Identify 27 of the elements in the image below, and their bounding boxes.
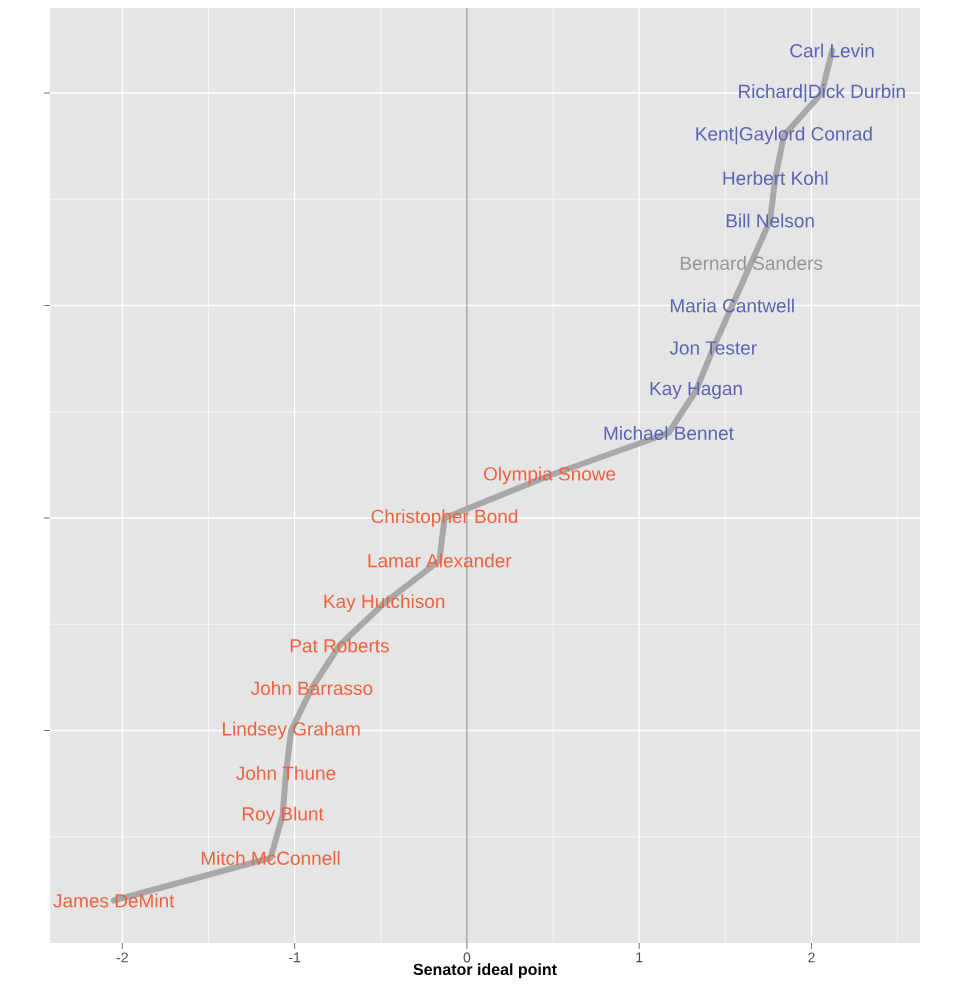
y-tick-label: Maria Cantwell	[670, 298, 794, 313]
y-tick-label: James DeMint	[53, 893, 175, 908]
y-tick-label: Kay Hutchison	[324, 594, 445, 612]
y-tick-label: John Thune	[236, 766, 336, 780]
y-tick-label: Lindsey Graham	[223, 721, 360, 740]
x-tick-label: 1	[636, 952, 643, 963]
y-tick-label: Bernard Sanders	[680, 256, 823, 270]
y-tick-label: Jon Tester	[669, 341, 757, 355]
y-tick-label: Kay Hagan	[650, 382, 742, 400]
y-tick-label: Herbert Kohl	[723, 171, 828, 185]
x-tick-label: -1	[289, 952, 301, 963]
y-tick-label: Michael Bennet	[604, 426, 734, 440]
y-tick-label: Roy Blunt	[242, 806, 324, 825]
y-tick-label: Mitch McConnell	[201, 851, 340, 865]
y-tick-label: Kent|Gaylord Conrad	[696, 126, 872, 145]
x-tick-label: 2	[808, 952, 815, 963]
y-tick-label: Christopher Bond	[371, 509, 518, 527]
x-axis-title: Senator ideal point	[413, 963, 557, 979]
y-tick-label: Bill Nelson	[726, 213, 814, 228]
y-tick-label: Olympia Snowe	[483, 466, 616, 485]
y-tick-label: Pat Roberts	[290, 638, 389, 653]
y-tick-label: Lamar Alexander	[368, 553, 512, 568]
x-tick-label: 0	[463, 952, 471, 963]
y-tick-label: Richard|Dick Durbin	[739, 84, 905, 102]
y-tick-label: Carl Levin	[790, 43, 874, 58]
y-tick-label: John Barrasso	[250, 681, 373, 695]
x-tick-label: -2	[116, 952, 128, 963]
